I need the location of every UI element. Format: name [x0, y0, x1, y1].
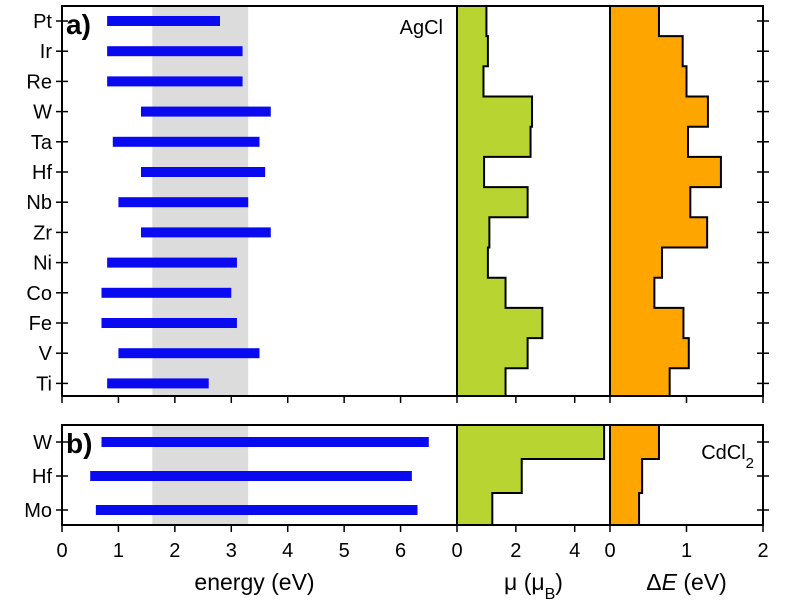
energy-tick-label-6: 6	[395, 540, 406, 562]
panel-b-material-label: CdCl2	[701, 442, 754, 472]
panel-a-energy-bar-ni	[107, 257, 237, 268]
panel-b-label: b)	[66, 428, 92, 459]
energy-tick-label-1: 1	[113, 540, 124, 562]
panel-a-category-label-ti: Ti	[36, 373, 52, 395]
panel-a-category-label-w: W	[33, 102, 52, 124]
de-tick-label-1: 1	[681, 540, 692, 562]
mu-tick-label-0: 0	[451, 540, 462, 562]
panel-a-energy-bar-hf	[141, 167, 266, 177]
energy-axis-label: energy (eV)	[194, 569, 314, 595]
panel-b-category-label-w: W	[33, 432, 52, 454]
panel-a-category-label-nb: Nb	[26, 192, 52, 214]
panel-b-energy-bar-hf	[90, 471, 412, 481]
panel-a-mu-histogram	[456, 5, 544, 397]
de-tick-label-0: 0	[604, 540, 615, 562]
panel-a-category-label-re: Re	[26, 71, 52, 93]
panel-a-category-label-hf: Hf	[32, 162, 52, 184]
energy-tick-label-3: 3	[226, 540, 237, 562]
energy-tick-label-2: 2	[169, 540, 180, 562]
panel-a-label: a)	[66, 9, 91, 40]
panel-a-category-label-v: V	[39, 343, 53, 365]
panel-a-category-label-fe: Fe	[29, 313, 52, 335]
panel-a-category-label-ta: Ta	[31, 132, 53, 154]
panel-a-energy-bar-v	[118, 348, 260, 359]
marks-layer	[90, 5, 722, 526]
panel-a-energy-bar-pt	[107, 16, 220, 26]
panel-b-delta-e-histogram	[609, 424, 660, 526]
panel-a-energy-bar-ir	[107, 46, 243, 57]
energy-tick-label-5: 5	[339, 540, 350, 562]
panel-a-energy-bar-zr	[141, 227, 271, 238]
panel-b-category-label-hf: Hf	[32, 466, 52, 488]
text-layer: Pt Ir Re W Ta Hf Nb Zr Ni Co Fe V Ti a) AgCl W Hf Mo b) CdC…	[24, 9, 768, 603]
energy-tick-label-0: 0	[56, 540, 67, 562]
panel-b-energy-bar-w	[101, 437, 429, 447]
mu-tick-label-4: 4	[569, 540, 580, 562]
panel-b-energy-bar-mo	[95, 505, 418, 515]
de-tick-label-2: 2	[757, 540, 768, 562]
energy-tick-label-4: 4	[282, 540, 293, 562]
panel-a-energy-bar-re	[107, 76, 243, 87]
panel-a-material-label: AgCl	[400, 17, 443, 39]
panel-a-category-label-co: Co	[26, 283, 52, 305]
panel-a-energy-bar-co	[101, 287, 232, 298]
mu-axis-label: μ (μB)	[504, 569, 563, 603]
panel-a-energy-bar-fe	[101, 318, 237, 328]
panel-a-energy-bar-nb	[118, 197, 249, 208]
panel-a-delta-e-histogram	[609, 5, 722, 397]
frames-layer	[56, 5, 769, 532]
panel-b-mu-histogram	[456, 424, 606, 526]
panel-a-category-label-pt: Pt	[33, 11, 52, 33]
panel-a-category-label-ir: Ir	[40, 41, 53, 63]
panel-b-category-label-mo: Mo	[24, 500, 52, 522]
panel-a-energy-bar-ti	[107, 378, 209, 389]
panel-a-category-label-ni: Ni	[33, 253, 52, 275]
panel-a-energy-bar-ta	[112, 136, 260, 147]
delta-e-axis-label: ΔE (eV)	[646, 569, 727, 595]
panel-a-energy-bar-w	[141, 106, 271, 117]
mu-tick-label-2: 2	[510, 540, 521, 562]
panel-a-category-label-zr: Zr	[33, 222, 52, 244]
